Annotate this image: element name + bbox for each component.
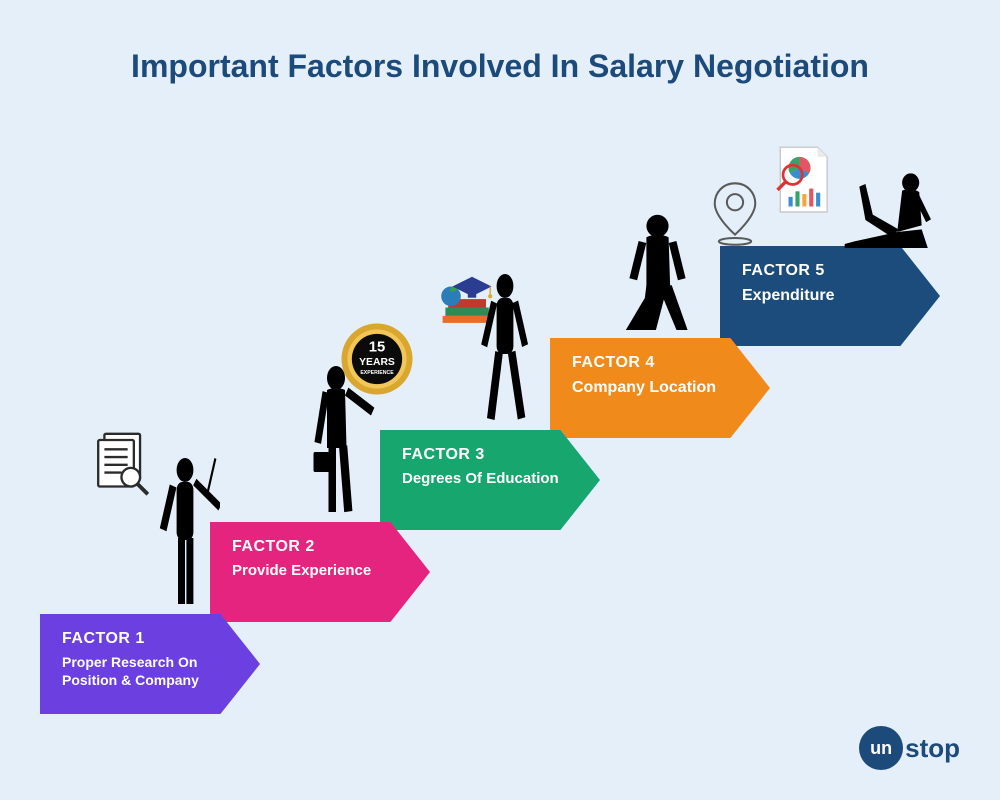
documents-magnifier-icon <box>92 428 154 505</box>
factor-number: FACTOR 5 <box>742 262 900 280</box>
factor-step-2: FACTOR 2 Provide Experience <box>210 522 430 622</box>
chart-document-icon <box>772 142 834 225</box>
svg-text:15: 15 <box>369 340 385 356</box>
steps-staircase: FACTOR 1 Proper Research On Position & Co… <box>0 0 1000 800</box>
person-briefcase <box>300 362 375 527</box>
brand-logo-bubble: un <box>859 726 903 770</box>
person-kneeling <box>610 210 705 343</box>
factor-step-4: FACTOR 4 Company Location <box>550 338 770 438</box>
factor-number: FACTOR 4 <box>572 354 730 372</box>
factor-step-5: FACTOR 5 Expenditure <box>720 246 940 346</box>
brand-logo: un stop <box>859 726 960 770</box>
person-sitting <box>830 168 940 253</box>
factor-number: FACTOR 1 <box>62 630 220 648</box>
location-pin-icon <box>708 178 762 253</box>
person-walking <box>470 270 540 435</box>
factor-label: Provide Experience <box>232 562 390 581</box>
factor-label: Proper Research On Position & Company <box>62 654 220 689</box>
brand-logo-bubble-text: un <box>870 738 892 759</box>
brand-logo-word: stop <box>905 733 960 764</box>
factor-label: Company Location <box>572 378 730 398</box>
factor-step-1: FACTOR 1 Proper Research On Position & Co… <box>40 614 260 714</box>
factor-step-3: FACTOR 3 Degrees Of Education <box>380 430 600 530</box>
factor-label: Degrees Of Education <box>402 470 560 489</box>
factor-number: FACTOR 2 <box>232 538 390 556</box>
person-standing-pointing <box>150 454 220 619</box>
factor-label: Expenditure <box>742 286 900 306</box>
factor-number: FACTOR 3 <box>402 446 560 464</box>
